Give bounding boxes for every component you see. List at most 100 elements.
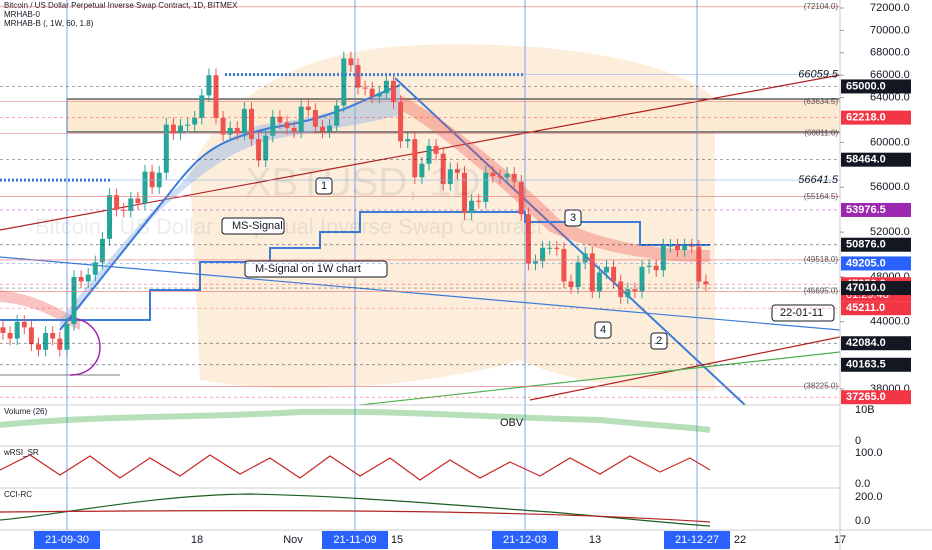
candle-body (547, 247, 553, 249)
annotation-box (221, 217, 285, 235)
pane-title: Volume (26) (4, 407, 47, 416)
price-tag-label: 53976.5 (846, 204, 886, 216)
annotation: 3 (570, 212, 576, 224)
price-tag (841, 357, 911, 372)
price-tag (841, 336, 911, 351)
pane-title: wRSI_SR (3, 448, 39, 457)
candle-body (533, 261, 538, 264)
candle-body (504, 173, 510, 178)
candle-body (604, 266, 609, 273)
price-tag-label: 58464.0 (846, 154, 886, 166)
candle-body (305, 106, 311, 110)
candle-body (7, 332, 13, 339)
candle-body (85, 274, 91, 282)
price-tick-label: 70000.0 (870, 24, 910, 36)
candle-body (589, 253, 595, 292)
pane-title: CCI-RC (4, 490, 32, 499)
candle-body (192, 117, 198, 125)
candle-body (518, 181, 524, 215)
indicator-label: MRHAB-B (, 1W, 60, 1.8) (4, 19, 94, 28)
annotation: 4 (600, 324, 606, 336)
candle-body (675, 245, 680, 251)
price-tag-label: 50876.0 (846, 239, 886, 251)
candle-body (99, 238, 105, 263)
candle-body (703, 281, 709, 285)
candle-body (660, 245, 666, 271)
candle-body (355, 65, 361, 88)
price-tick-label: 52000.0 (870, 226, 910, 238)
candle-body (454, 169, 460, 173)
candle-body (469, 200, 475, 214)
candle-body (107, 195, 112, 239)
price-tag (841, 152, 911, 167)
volume-profile (69, 317, 101, 376)
candle-body (178, 125, 183, 134)
ribbon (60, 85, 400, 330)
candle-body (0, 327, 6, 333)
candle-body (199, 95, 205, 118)
annotation: 2 (656, 335, 662, 347)
candle-body (625, 289, 631, 298)
level-note: (55164.5) (804, 192, 839, 201)
price-tag-label: 62218.0 (846, 112, 886, 124)
candle-body (213, 75, 219, 118)
date-label: 17 (834, 534, 846, 546)
pane-axis-label: 200.0 (855, 491, 883, 503)
price-tag-label: 37265.0 (846, 391, 886, 403)
candle-body (426, 145, 432, 164)
candle-body (419, 163, 425, 178)
candle-body (490, 172, 496, 177)
annotation-box (594, 321, 612, 339)
pane-axis-label: 100.0 (855, 447, 883, 459)
candle-body (135, 198, 141, 203)
candle-body (149, 171, 155, 188)
candle-body (525, 214, 531, 264)
candle-body (696, 246, 702, 282)
annotation-box (244, 260, 388, 278)
candle-body (540, 247, 546, 262)
candle-body (575, 262, 581, 288)
date-label: 21-12-27 (675, 534, 719, 546)
candle-body (611, 266, 617, 282)
date-label: 13 (589, 534, 601, 546)
candle-body (206, 75, 212, 96)
level-note: (49518.0) (804, 255, 839, 264)
candle-body (596, 272, 602, 292)
price-tag-label: 45211.0 (846, 302, 885, 314)
candle-body (327, 125, 333, 132)
date-label: 21-11-09 (333, 534, 376, 546)
candle-body (163, 124, 169, 173)
ms-signal-line (59, 84, 401, 331)
candle-body (28, 327, 34, 345)
annotation-box (771, 304, 835, 322)
annotation-box (315, 177, 333, 195)
candle-body (241, 108, 247, 134)
trend-line (359, 351, 841, 406)
candle-body (348, 58, 354, 66)
price-tick-label: 44000.0 (870, 316, 910, 328)
candle-body (256, 139, 262, 161)
candle-body (412, 139, 418, 178)
candle-body (433, 145, 439, 154)
candle-body (291, 127, 297, 132)
candle-body (121, 209, 127, 211)
candle-body (362, 87, 368, 89)
date-label: 22 (734, 534, 746, 546)
candle-body (270, 116, 276, 136)
date-label: 21-12-03 (503, 534, 547, 546)
candle-body (476, 200, 482, 202)
candle-body (376, 93, 382, 97)
price-tick-label: 66000.0 (870, 69, 910, 81)
annotation: 22-01-11 (780, 307, 823, 319)
price-tag (841, 79, 911, 94)
candle-body (14, 321, 20, 339)
candle-body (234, 127, 240, 134)
candle-body (64, 324, 70, 350)
candle-body (227, 127, 233, 135)
candle-body (170, 124, 176, 134)
pane-axis-label: 0 (855, 435, 861, 447)
candle-body (639, 266, 645, 292)
candle-body (483, 172, 489, 202)
